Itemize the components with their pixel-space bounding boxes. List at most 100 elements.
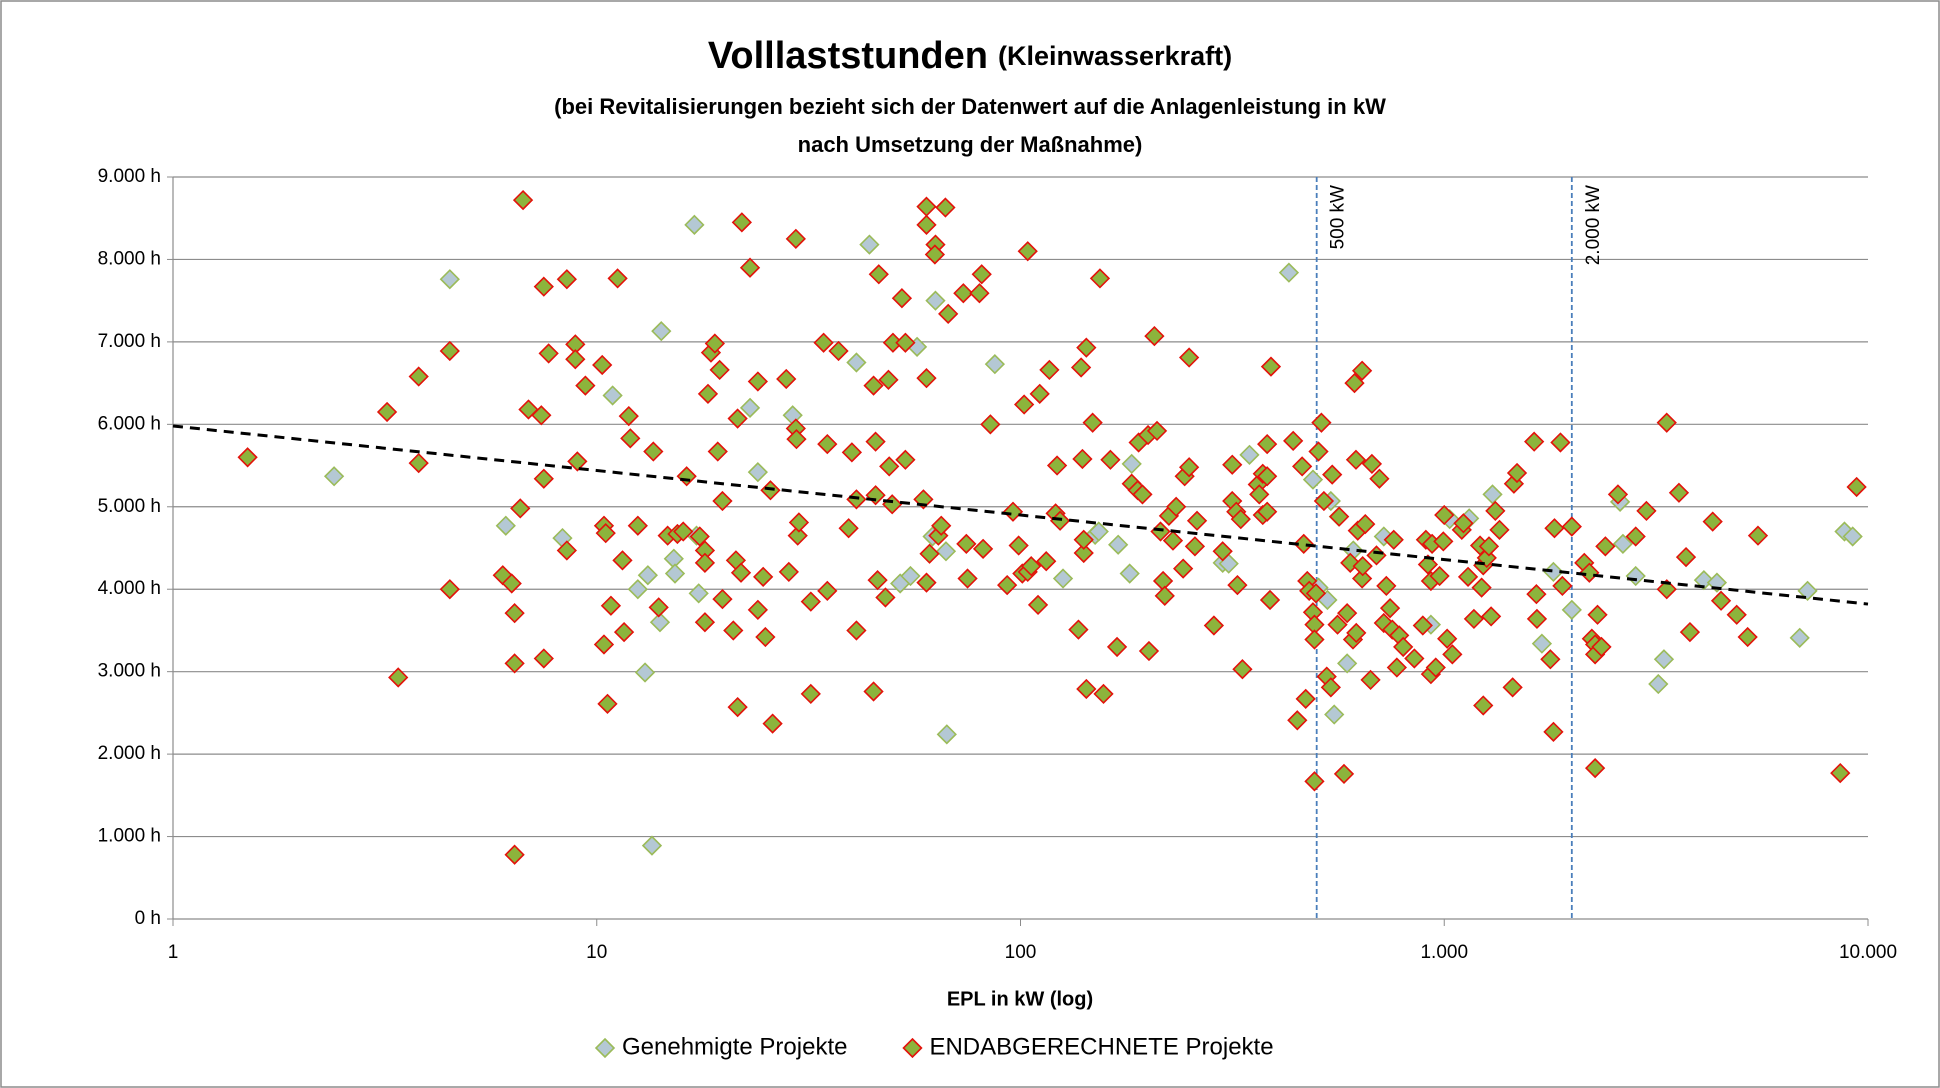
data-point: [1346, 622, 1367, 644]
data-point: [323, 466, 345, 487]
data-point: [936, 724, 957, 745]
data-point: [971, 264, 992, 285]
data-point: [935, 197, 956, 218]
data-point: [879, 456, 900, 477]
data-point: [707, 441, 728, 462]
data-point: [1355, 513, 1376, 535]
data-point: [1178, 457, 1200, 478]
data-point: [1257, 433, 1278, 455]
data-point: [957, 568, 978, 589]
data-point: [1076, 678, 1097, 700]
data-point: [1227, 574, 1248, 596]
data-point: [688, 583, 709, 604]
data-point: [1072, 448, 1093, 470]
data-point: [1073, 529, 1094, 550]
data-point: [1351, 568, 1373, 589]
data-point: [1656, 579, 1677, 600]
data-point: [1489, 519, 1510, 540]
data-point: [753, 566, 774, 587]
data-point: [1308, 441, 1329, 462]
data-point: [694, 612, 716, 633]
data-point: [916, 214, 937, 235]
data-point: [1302, 469, 1324, 490]
data-point: [727, 408, 748, 429]
data-point: [969, 283, 990, 304]
data-point: [709, 359, 730, 381]
data-point: [891, 288, 913, 309]
data-point: [533, 276, 554, 297]
data-point: [694, 552, 716, 573]
data-point: [1386, 657, 1407, 678]
data-point: [1295, 688, 1316, 710]
data-point: [408, 366, 429, 387]
data-point: [919, 543, 940, 564]
data-point: [1679, 621, 1701, 643]
data-point: [1076, 337, 1097, 358]
data-point: [538, 343, 559, 364]
data-point: [1311, 412, 1332, 433]
data-point: [1100, 449, 1121, 470]
data-point: [634, 662, 656, 683]
data-point: [1304, 771, 1325, 792]
data-point: [1595, 536, 1616, 557]
data-point: [531, 405, 552, 426]
data-point: [1305, 583, 1327, 604]
data-point: [1337, 602, 1358, 624]
data-point: [1561, 599, 1582, 620]
data-point: [1008, 535, 1029, 556]
data-point: [1089, 268, 1111, 289]
data-point: [1636, 500, 1657, 522]
data-point: [1052, 568, 1074, 589]
data-point: [388, 667, 409, 688]
data-point: [1561, 516, 1582, 537]
data-point: [439, 269, 460, 290]
data-point: [1212, 541, 1233, 562]
data-point: [620, 428, 641, 449]
chart-subtitle: nach Umsetzung der Maßnahme): [798, 132, 1143, 157]
data-point: [602, 385, 623, 406]
data-point: [1108, 534, 1129, 555]
data-point: [1693, 570, 1715, 591]
data-point: [1259, 589, 1281, 611]
data-point: [1046, 455, 1068, 476]
data-point: [1434, 504, 1455, 526]
data-point: [1502, 677, 1523, 698]
legend-label: Genehmigte Projekte: [622, 1033, 847, 1060]
data-point: [607, 268, 628, 289]
data-point: [1668, 482, 1690, 503]
data-point: [778, 561, 799, 583]
data-point: [684, 214, 705, 235]
data-point: [1329, 506, 1350, 527]
data-point: [916, 368, 937, 389]
data-point: [1830, 762, 1851, 784]
data-point: [1846, 476, 1867, 498]
x-tick-label: 10.000: [1839, 942, 1897, 963]
data-point: [712, 490, 733, 512]
y-tick-label: 1.000 h: [98, 826, 161, 847]
data-point: [916, 572, 937, 593]
data-point: [1710, 590, 1732, 611]
data-point: [1702, 511, 1723, 532]
data-point: [1014, 394, 1035, 415]
legend-marker: [902, 1037, 923, 1059]
data-point: [597, 693, 618, 714]
data-point: [846, 352, 867, 373]
data-point: [1184, 536, 1206, 557]
data-point: [641, 835, 663, 856]
data-point: [1039, 359, 1060, 381]
data-point: [776, 368, 797, 390]
data-point: [1383, 529, 1404, 550]
data-point: [859, 234, 880, 255]
data-point: [1293, 533, 1314, 555]
data-point: [1425, 657, 1446, 678]
data-point: [956, 533, 977, 555]
y-tick-label: 5.000 h: [98, 496, 161, 517]
data-point: [512, 189, 534, 211]
y-tick-label: 9.000 h: [98, 166, 161, 187]
data-point: [1313, 490, 1335, 512]
data-point: [953, 283, 974, 304]
data-point: [712, 588, 733, 610]
data-point: [1119, 563, 1140, 584]
data-point: [1222, 454, 1243, 475]
